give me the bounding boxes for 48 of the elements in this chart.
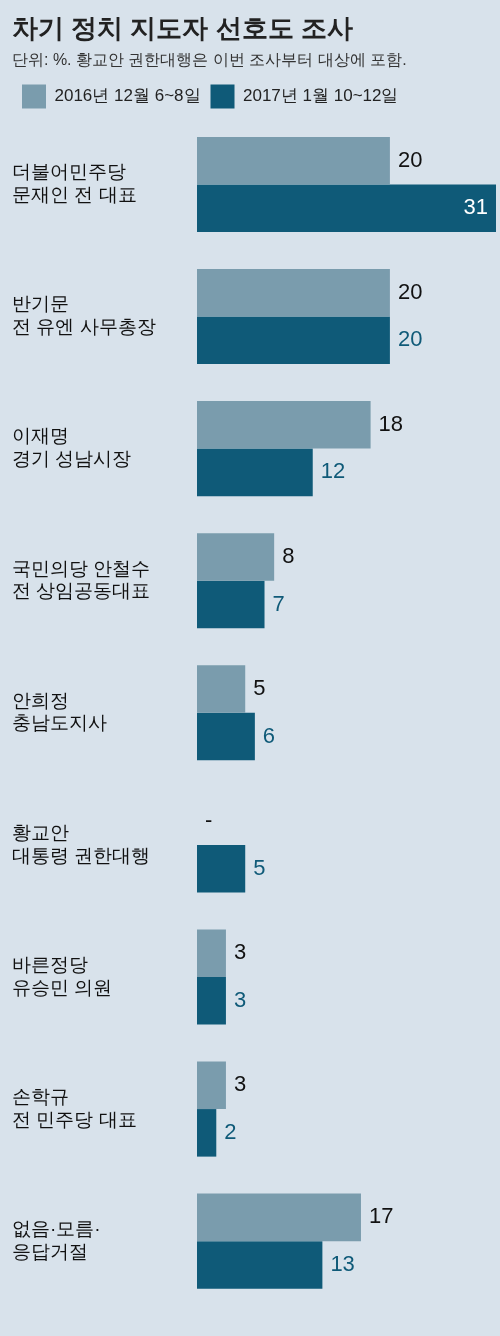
data-label: 20 [397,278,423,304]
y-tick-label: 이재명 경기 성남시장 [12,425,132,470]
data-label: 3 [233,939,247,965]
y-tick-label: 더불어민주당 문재인 전 대표 [12,161,137,206]
bar [197,665,246,713]
legend-label: 2016년 12월 6~8일 [54,86,201,106]
data-label: 3 [233,1071,247,1097]
bar [197,268,390,317]
bar [197,184,496,232]
data-label: 20 [397,326,423,352]
data-label: 3 [233,986,247,1012]
bar [197,316,390,365]
bar [197,448,313,497]
data-label: 12 [320,458,346,484]
legend-label: 2017년 1월 10~12일 [243,86,399,106]
bar [197,844,246,893]
chart-subtitle: 단위: %. 황교안 권한대행은 이번 조사부터 대상에 포함. [12,51,407,69]
data-label: 17 [368,1203,394,1229]
bar [197,580,265,629]
bar [197,1109,217,1157]
y-tick-label: 바른정당 유승민 의원 [12,953,113,998]
bar [197,136,390,185]
data-label: 31 [463,194,488,220]
y-tick-label: 국민의당 안철수 전 상임공동대표 [12,557,151,602]
bar [197,1241,323,1289]
data-label: 2 [224,1118,237,1144]
data-label: 13 [330,1250,355,1276]
bar [197,976,226,1025]
bar [197,401,371,449]
bar [197,929,226,977]
y-tick-label: 없음·모름· 응답거절 [12,1217,101,1262]
data-label: 5 [253,675,266,701]
data-label: 7 [272,590,285,616]
y-tick-label: 안희정 충남도지사 [12,689,107,734]
text: - [205,807,213,833]
y-tick-label: 황교안 대통령 권한대행 [12,821,151,866]
bar [197,712,255,761]
data-label: 18 [378,410,404,436]
data-label: 6 [262,722,276,748]
bar [197,1061,226,1110]
data-label: 20 [397,146,423,172]
bar [197,1193,361,1242]
y-tick-label: 손학규 전 민주당 대표 [12,1085,137,1130]
data-label: 8 [282,543,295,568]
data-label: 5 [253,854,266,880]
chart-title: 차기 정치 지도자 선호도 조사 [12,12,353,43]
y-tick-label: 반기문 전 유엔 사무총장 [12,293,156,338]
bar [197,533,275,581]
